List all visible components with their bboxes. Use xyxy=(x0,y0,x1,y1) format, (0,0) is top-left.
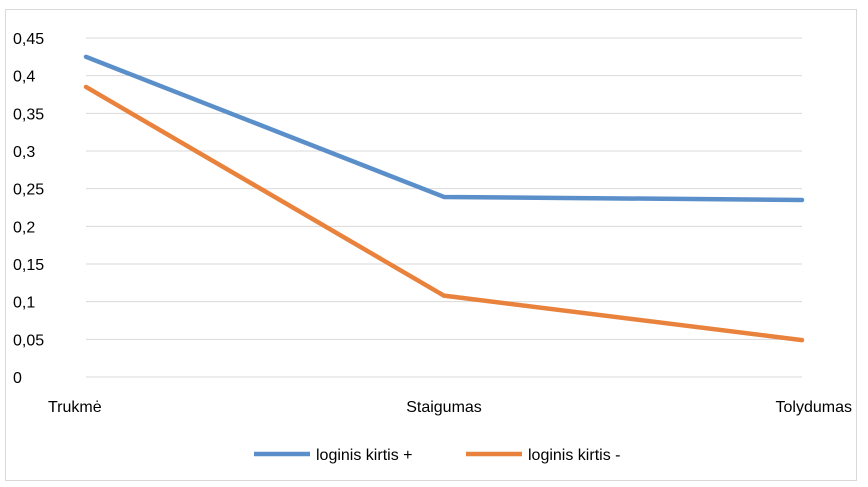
y-tick-label: 0,25 xyxy=(13,182,44,199)
legend: loginis kirtis + loginis kirtis - xyxy=(254,447,620,464)
y-tick-label: 0,35 xyxy=(13,106,44,123)
x-tick-label: Trukmė xyxy=(48,399,102,416)
y-tick-label: 0,2 xyxy=(13,219,35,236)
y-axis-tick-labels: 0 0,05 0,1 0,15 0,2 0,25 0,3 0,35 0,4 0,45 xyxy=(13,31,44,387)
y-tick-label: 0,3 xyxy=(13,144,35,161)
y-tick-label: 0,4 xyxy=(13,69,35,86)
legend-label-2: loginis kirtis - xyxy=(528,447,620,464)
chart-frame xyxy=(5,9,857,481)
series-line-1 xyxy=(83,54,805,203)
y-tick-label: 0,15 xyxy=(13,257,44,274)
y-tick-label: 0,45 xyxy=(13,31,44,48)
series-lines xyxy=(83,54,805,343)
y-tick-label: 0,05 xyxy=(13,332,44,349)
y-tick-label: 0,1 xyxy=(13,295,35,312)
y-tick-label: 0 xyxy=(13,370,22,387)
legend-label-1: loginis kirtis + xyxy=(316,447,412,464)
series-line-2 xyxy=(83,84,805,343)
gridlines xyxy=(86,37,802,378)
x-tick-label: Staigumas xyxy=(406,399,482,416)
x-axis-tick-labels: Trukmė Staigumas Tolydumas xyxy=(48,399,852,416)
x-tick-label: Tolydumas xyxy=(776,399,852,416)
